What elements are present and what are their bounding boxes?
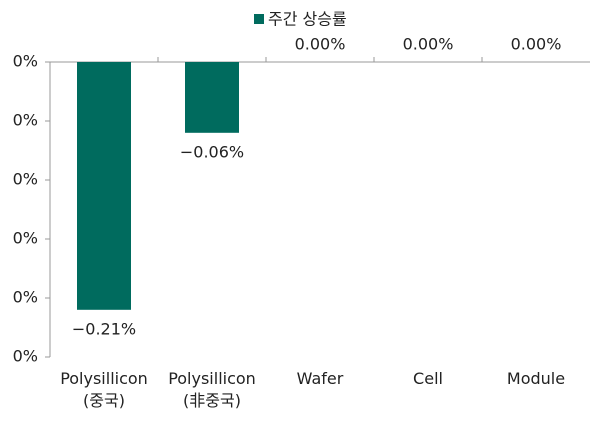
x-tick-label: Cell <box>413 369 443 388</box>
x-tick-label: Module <box>506 369 566 388</box>
bar <box>77 62 131 310</box>
legend-swatch <box>254 14 264 24</box>
y-tick-label: 0% <box>13 111 38 130</box>
x-tick-label: Polysillicon (非중국) <box>168 369 256 410</box>
y-tick-label: 0% <box>13 229 38 248</box>
y-tick-label: 0% <box>13 170 38 189</box>
y-tick-label: 0% <box>13 288 38 307</box>
y-tick-label: 0% <box>13 52 38 71</box>
bar <box>185 62 239 133</box>
value-label: 0.00% <box>511 35 562 54</box>
value-label: 0.00% <box>295 35 346 54</box>
x-tick-label: Wafer <box>296 369 344 388</box>
value-label: 0.00% <box>403 35 454 54</box>
value-label: −0.21% <box>72 319 136 338</box>
x-tick-label: Polysillicon (중국) <box>60 369 148 410</box>
value-label: −0.06% <box>180 142 244 161</box>
y-tick-label: 0% <box>13 347 38 366</box>
legend-label: 주간 상승률 <box>268 10 347 29</box>
